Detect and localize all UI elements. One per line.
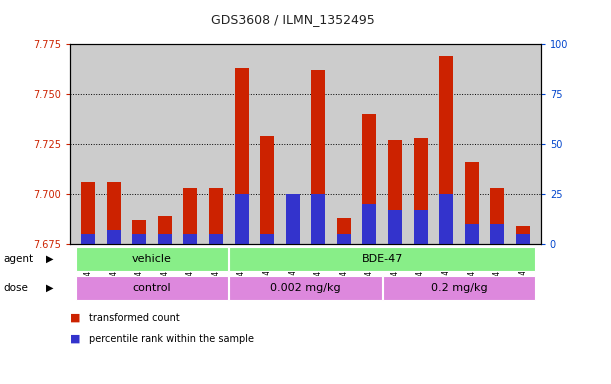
Bar [362,204,376,244]
Bar [414,210,428,244]
Bar [183,188,197,244]
Bar [260,136,274,244]
Bar [516,226,530,244]
Text: percentile rank within the sample: percentile rank within the sample [89,334,254,344]
Text: 0.002 mg/kg: 0.002 mg/kg [270,283,341,293]
Bar [439,194,453,244]
Bar [414,138,428,244]
Bar [235,68,249,244]
Bar [516,234,530,244]
Bar [132,234,146,244]
Text: BDE-47: BDE-47 [362,254,403,264]
Bar [229,247,535,271]
Bar [388,140,402,244]
Bar [76,247,229,271]
Bar [490,224,504,244]
Bar [132,220,146,244]
Bar [337,234,351,244]
Bar [209,188,223,244]
Text: dose: dose [3,283,28,293]
Text: ■: ■ [70,313,81,323]
Bar [81,234,95,244]
Text: ▶: ▶ [46,254,53,264]
Bar [229,276,382,300]
Bar [465,224,479,244]
Bar [286,194,300,244]
Text: 0.2 mg/kg: 0.2 mg/kg [431,283,487,293]
Text: transformed count: transformed count [89,313,180,323]
Bar [439,56,453,244]
Text: control: control [133,283,172,293]
Bar [158,234,172,244]
Bar [76,276,229,300]
Bar [311,194,325,244]
Bar [107,230,121,244]
Bar [183,234,197,244]
Bar [382,276,535,300]
Bar [209,234,223,244]
Bar [286,194,300,244]
Bar [260,234,274,244]
Bar [465,162,479,244]
Text: ▶: ▶ [46,283,53,293]
Text: ■: ■ [70,334,81,344]
Text: GDS3608 / ILMN_1352495: GDS3608 / ILMN_1352495 [211,13,375,26]
Bar [490,188,504,244]
Bar [81,182,95,244]
Text: agent: agent [3,254,33,264]
Bar [235,194,249,244]
Bar [107,182,121,244]
Bar [337,218,351,244]
Bar [311,70,325,244]
Text: vehicle: vehicle [132,254,172,264]
Bar [158,216,172,244]
Bar [362,114,376,244]
Bar [388,210,402,244]
